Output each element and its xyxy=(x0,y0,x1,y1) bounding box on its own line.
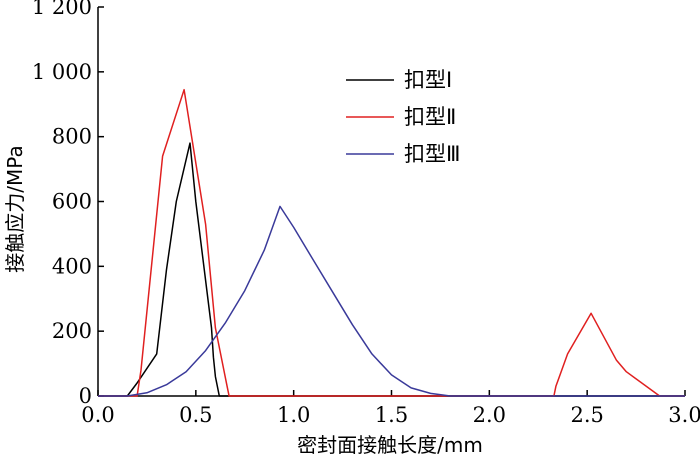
y-tick-label: 1 000 xyxy=(32,60,92,84)
x-tick-label: 2.5 xyxy=(570,403,603,427)
axes: 0 200 400 600 800 1 000 1 200 0.0 0.5 1.0 1.5 2.0 2.… xyxy=(32,0,700,427)
y-axis-title: 接触应力/MPa xyxy=(3,145,27,272)
legend: 扣型Ⅰ 扣型Ⅱ 扣型Ⅲ xyxy=(346,68,460,166)
x-tick-label: 0.0 xyxy=(81,403,114,427)
y-tick-label: 400 xyxy=(52,254,92,278)
x-axis-title: 密封面接触长度/mm xyxy=(297,433,483,457)
y-tick-label: 800 xyxy=(52,125,92,149)
series-layer xyxy=(98,88,685,397)
series-line-2 xyxy=(98,88,685,397)
y-tick-label: 200 xyxy=(52,319,92,343)
legend-label-1: 扣型Ⅰ xyxy=(404,68,452,92)
y-tick-label: 1 200 xyxy=(32,0,92,19)
x-tick-label: 0.5 xyxy=(179,403,212,427)
series-line-1 xyxy=(98,142,685,397)
x-tick-label: 1.0 xyxy=(277,403,310,427)
legend-label-2: 扣型Ⅱ xyxy=(404,105,456,129)
y-tick-label: 0 xyxy=(79,384,92,408)
series-line-3 xyxy=(98,205,685,397)
x-tick-label: 3.0 xyxy=(668,403,700,427)
y-tick-label: 600 xyxy=(52,190,92,214)
legend-label-3: 扣型Ⅲ xyxy=(404,142,460,166)
x-tick-label: 1.5 xyxy=(375,403,408,427)
x-tick-label: 2.0 xyxy=(473,403,506,427)
